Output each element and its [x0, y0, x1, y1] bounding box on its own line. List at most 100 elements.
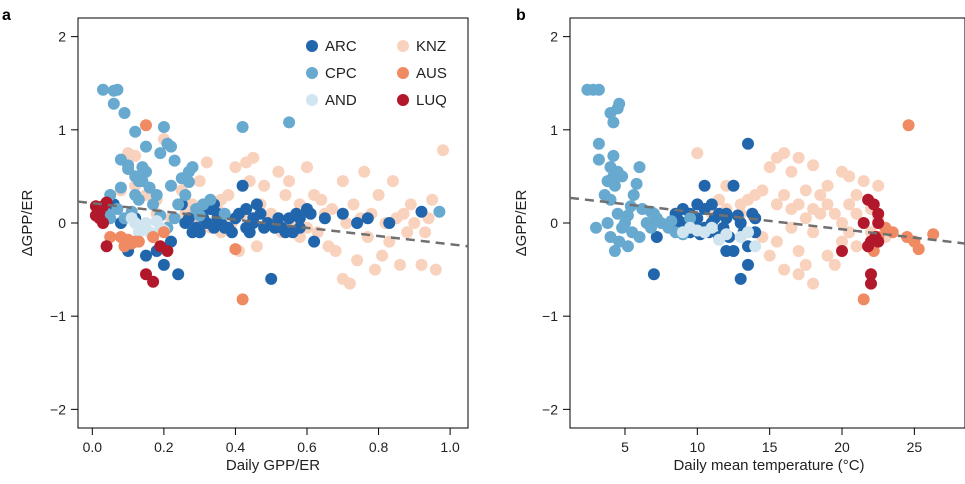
data-point-cpc	[168, 154, 181, 167]
data-point-aus	[886, 226, 899, 239]
x-tick-label: 5	[621, 439, 629, 455]
data-point-cpc	[633, 161, 646, 174]
x-tick-label: 0.2	[154, 439, 174, 455]
data-point-and	[713, 233, 725, 246]
data-point-cpc	[136, 161, 149, 174]
data-point-cpc	[684, 212, 697, 225]
data-point-luq	[89, 209, 102, 222]
data-point-knz	[792, 268, 805, 281]
y-tick-label: −2	[542, 401, 558, 417]
data-point-knz	[376, 249, 389, 262]
data-point-cpc	[611, 207, 624, 220]
data-point-cpc	[172, 198, 185, 211]
data-point-knz	[836, 217, 848, 229]
data-point-cpc	[607, 149, 620, 162]
data-point-knz	[850, 189, 863, 201]
data-point-knz	[778, 263, 791, 276]
data-point-cpc	[182, 165, 195, 178]
data-point-knz	[850, 240, 863, 253]
data-point-knz	[843, 198, 856, 211]
data-point-and	[742, 226, 754, 239]
data-point-arc	[293, 212, 306, 225]
data-point-cpc	[630, 177, 643, 190]
legend-label-luq: LUQ	[416, 92, 447, 109]
data-point-cpc	[592, 83, 605, 96]
y-tick-label: 1	[550, 122, 558, 138]
data-point-aus	[157, 226, 170, 239]
data-point-aus	[129, 235, 142, 248]
data-point-luq	[140, 268, 152, 281]
data-point-arc	[293, 221, 306, 234]
data-point-knz	[394, 258, 406, 271]
data-point-arc	[727, 245, 740, 257]
data-point-knz	[799, 212, 812, 225]
data-point-cpc	[616, 221, 629, 234]
data-point-knz	[200, 156, 213, 169]
data-point-arc	[165, 235, 177, 248]
data-point-knz	[351, 254, 364, 267]
data-point-arc	[157, 258, 170, 271]
data-point-arc	[250, 198, 263, 211]
data-point-arc	[746, 207, 759, 220]
data-point-cpc	[165, 179, 177, 192]
data-point-cpc	[154, 147, 167, 160]
data-point-knz	[283, 175, 296, 188]
data-point-luq	[161, 245, 174, 257]
data-point-cpc	[608, 179, 621, 192]
data-point-cpc	[129, 189, 142, 201]
data-point-luq	[865, 277, 877, 290]
x-tick-label: 20	[834, 439, 850, 455]
x-tick-label: 0.4	[226, 439, 246, 455]
data-point-knz	[386, 175, 399, 188]
data-point-knz	[836, 235, 848, 248]
data-point-cpc	[283, 116, 296, 129]
data-point-cpc	[143, 181, 156, 194]
data-point-luq	[857, 217, 870, 229]
data-point-arc	[179, 217, 192, 229]
data-point-knz	[828, 207, 841, 220]
data-point-cpc	[129, 125, 142, 138]
data-point-arc	[727, 179, 740, 192]
data-point-luq	[867, 198, 880, 211]
data-point-knz	[763, 161, 776, 174]
data-point-arc	[265, 272, 278, 285]
data-point-arc	[351, 217, 364, 229]
data-point-knz	[336, 175, 349, 188]
data-point-knz	[426, 193, 439, 206]
data-point-luq	[872, 217, 885, 229]
legend-marker-arc	[306, 40, 318, 52]
data-point-cpc	[433, 205, 446, 218]
data-point-knz	[807, 159, 820, 172]
data-point-cpc	[645, 221, 657, 234]
data-point-knz	[792, 245, 805, 257]
panel-a-trend-line	[77, 200, 469, 248]
x-tick-label: 0.6	[297, 439, 317, 455]
data-point-cpc	[621, 209, 634, 222]
data-point-knz	[361, 231, 374, 243]
data-point-knz	[814, 189, 827, 201]
data-point-aus	[229, 243, 242, 256]
data-point-knz	[843, 170, 856, 183]
data-point-arc	[650, 231, 663, 243]
data-point-knz	[401, 226, 414, 239]
panel-a-y-label: ΔGPP/ER	[19, 189, 36, 256]
y-tick-label: 2	[550, 29, 558, 45]
x-tick-label: 10	[690, 439, 706, 455]
x-tick-label: 0.8	[369, 439, 389, 455]
data-point-cpc	[118, 107, 131, 119]
data-point-knz	[347, 198, 360, 211]
data-point-knz	[807, 277, 820, 290]
data-point-cpc	[165, 140, 177, 153]
data-point-cpc	[97, 83, 109, 96]
data-point-knz	[770, 198, 783, 211]
data-point-cpc	[218, 207, 231, 220]
panel-b-x-label: Daily mean temperature (°C)	[673, 457, 864, 474]
data-point-and	[125, 212, 138, 225]
x-tick-label: 1.0	[440, 439, 460, 455]
data-point-arc	[415, 205, 428, 218]
data-point-luq	[147, 275, 160, 288]
data-point-cpc	[613, 97, 626, 110]
data-point-knz	[770, 235, 783, 248]
legend: ARC CPC AND KNZ AUS LUQ	[306, 38, 447, 109]
